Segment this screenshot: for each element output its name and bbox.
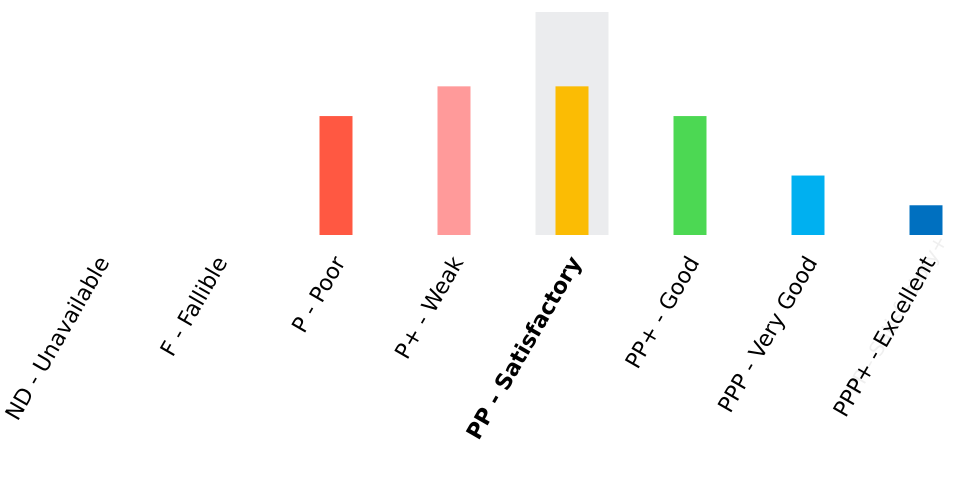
- x-tick-label-0: ND - Unavailable: [1, 253, 115, 425]
- bar-7[interactable]: [909, 205, 943, 235]
- bar-3[interactable]: [437, 86, 471, 235]
- bar-5[interactable]: [673, 116, 707, 235]
- x-tick-label-5: PP+ - Good: [621, 253, 705, 374]
- x-tick-label-4: PP - Satisfactory: [462, 253, 587, 445]
- bar-4[interactable]: [555, 86, 589, 235]
- x-tick-label-3: P+ - Weak: [391, 252, 470, 363]
- bar-6[interactable]: [791, 175, 825, 235]
- watermark-label: PP - Satisfactory+: [842, 231, 953, 399]
- bar-2[interactable]: [319, 116, 353, 235]
- x-tick-label-1: F - Fallible: [156, 253, 233, 361]
- x-tick-label-6: PPP - Very Good: [714, 253, 823, 418]
- x-tick-label-2: P - Poor: [288, 252, 352, 338]
